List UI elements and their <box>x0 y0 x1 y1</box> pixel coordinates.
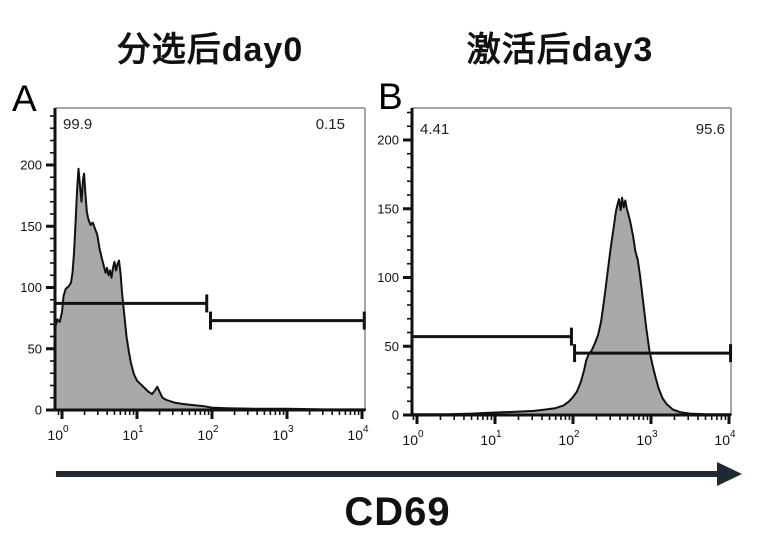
x-axis-title: CD69 <box>344 490 451 534</box>
x-tick-label: 102 <box>197 424 219 443</box>
gate-percent-b-positive: 95.6 <box>695 121 725 138</box>
panel-a-letter: A <box>12 78 37 119</box>
panel-b-letter: B <box>378 76 403 117</box>
gate-percent-a-negative: 99.9 <box>63 116 93 133</box>
x-tick-label: 104 <box>714 429 736 448</box>
histogram-curve <box>54 167 366 411</box>
x-tick-label: 104 <box>347 424 369 443</box>
y-tick-label: 50 <box>385 339 399 354</box>
panel-b-title: 激活后day3 <box>466 31 654 69</box>
y-tick-label: 100 <box>20 280 42 295</box>
histogram-panel-b: 0 50 100 150 200 100 101 102 103 104 <box>377 107 736 448</box>
histogram-panel-a: 0 50 100 150 200 100 101 102 103 104 <box>20 107 369 443</box>
y-tick-label: 100 <box>377 270 399 285</box>
x-tick-label: 100 <box>47 424 69 443</box>
gate-percent-a-positive: 0.15 <box>315 116 345 133</box>
x-tick-label: 103 <box>272 424 294 443</box>
y-tick-label: 50 <box>28 341 42 356</box>
x-axis-arrow <box>56 462 742 486</box>
histogram-curve <box>411 196 732 416</box>
y-tick-label: 0 <box>392 408 399 423</box>
y-tick-label: 0 <box>35 403 42 418</box>
y-tick-label: 200 <box>20 158 42 173</box>
x-tick-label: 102 <box>558 429 580 448</box>
y-tick-label: 150 <box>377 201 399 216</box>
y-tick-label: 150 <box>20 219 42 234</box>
x-tick-label: 100 <box>402 429 424 448</box>
x-tick-label: 101 <box>122 424 144 443</box>
arrowhead-icon <box>717 462 742 486</box>
x-tick-label: 101 <box>480 429 502 448</box>
x-tick-label: 103 <box>636 429 658 448</box>
y-tick-label: 200 <box>377 133 399 148</box>
gate-percent-b-negative: 4.41 <box>420 121 450 138</box>
panel-a-title: 分选后day0 <box>116 31 304 69</box>
